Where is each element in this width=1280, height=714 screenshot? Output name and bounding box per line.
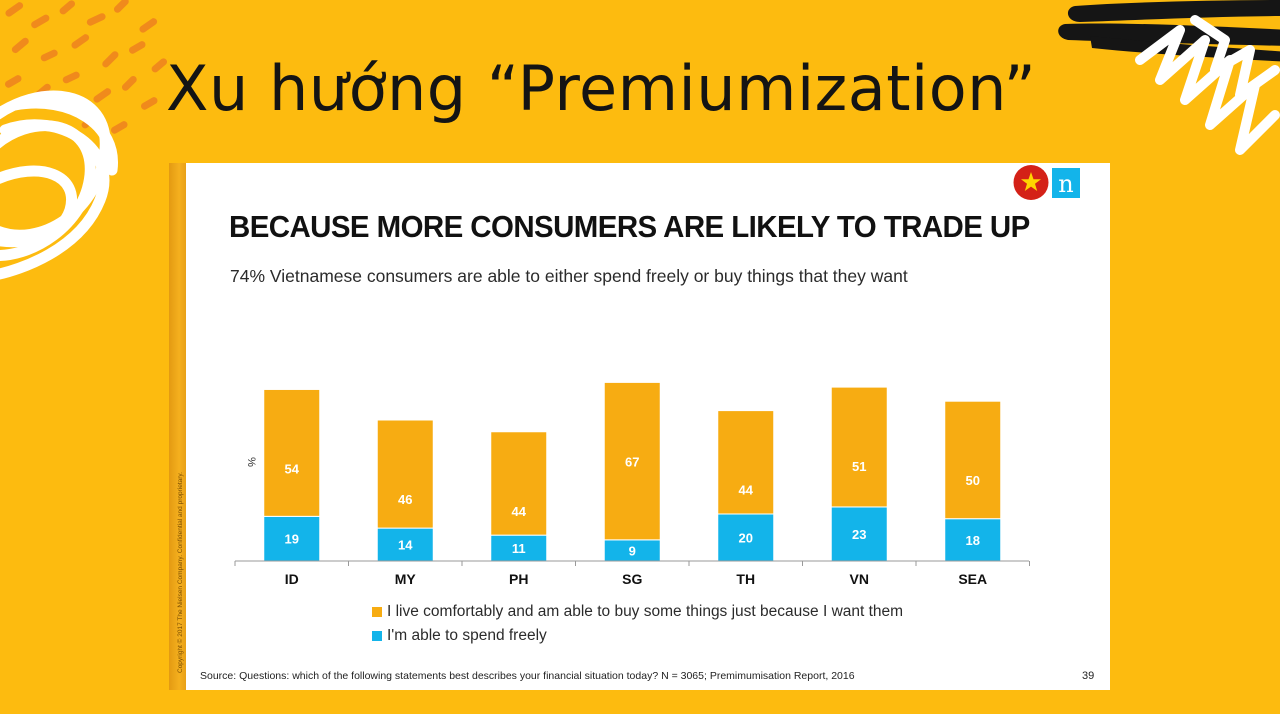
bar-value-label-sea-0: 18 bbox=[966, 533, 980, 548]
source-note: Source: Questions: which of the followin… bbox=[200, 670, 855, 682]
bar-vn-series-1 bbox=[830, 386, 888, 508]
legend-label-comfortable: I live comfortably and am able to buy so… bbox=[387, 603, 904, 620]
black-brush-strokes bbox=[1058, 0, 1280, 62]
chart-subtitle: 74% Vietnamese consumers are able to eit… bbox=[230, 266, 908, 286]
page-number: 39 bbox=[1082, 670, 1095, 682]
bar-value-label-my-1: 46 bbox=[398, 492, 412, 507]
bar-value-label-id-1: 54 bbox=[285, 461, 300, 476]
x-tick-label-my: MY bbox=[395, 571, 417, 587]
x-tick-label-sg: SG bbox=[622, 571, 642, 587]
bar-sea-series-1 bbox=[944, 400, 1002, 520]
bar-chart: 19 54 14 46 11 44 9 67 20 44 23 51 18 50 ID MY PH SG TH VN… bbox=[234, 381, 1030, 587]
bar-ph-series-0 bbox=[490, 534, 548, 562]
bar-id-series-1 bbox=[263, 388, 321, 517]
bar-value-label-sg-0: 9 bbox=[629, 543, 636, 558]
nielsen-logo-letter: n bbox=[1058, 170, 1073, 198]
bar-value-label-th-1: 44 bbox=[739, 483, 754, 498]
chart-panel: Copyright © 2017 The Nielsen Company. Co… bbox=[169, 163, 1110, 690]
panel-side-strip bbox=[169, 163, 186, 690]
bar-ph-series-1 bbox=[490, 431, 548, 536]
bar-value-label-id-0: 19 bbox=[285, 532, 299, 547]
orange-dash-pattern bbox=[4, 0, 168, 134]
bar-value-label-ph-1: 44 bbox=[512, 504, 527, 519]
white-scribble bbox=[0, 90, 118, 280]
y-axis-label: % bbox=[245, 457, 257, 467]
x-tick-label-th: TH bbox=[736, 571, 755, 587]
bar-sg-series-1 bbox=[603, 381, 661, 541]
bar-value-label-vn-0: 23 bbox=[852, 527, 866, 542]
axis-ticks-layer: ID MY PH SG TH VN SEA bbox=[234, 561, 1030, 587]
star-icon bbox=[1021, 172, 1041, 191]
legend: I live comfortably and am able to buy so… bbox=[372, 600, 903, 648]
legend-swatch-comfortable bbox=[372, 607, 382, 617]
legend-label-spend-freely: I'm able to spend freely bbox=[387, 627, 547, 644]
logo: n bbox=[1013, 165, 1080, 200]
bar-value-label-th-0: 20 bbox=[739, 531, 753, 546]
bar-th-series-1 bbox=[717, 410, 775, 515]
bar-id-series-0 bbox=[263, 515, 321, 562]
bar-value-label-sea-1: 50 bbox=[966, 473, 980, 488]
bar-my-series-1 bbox=[376, 419, 434, 529]
legend-swatch-spend-freely bbox=[372, 631, 382, 641]
x-tick-label-sea: SEA bbox=[958, 571, 987, 587]
bars-layer: 19 54 14 46 11 44 9 67 20 44 23 51 18 50 bbox=[263, 381, 1002, 562]
x-tick-label-vn: VN bbox=[850, 571, 869, 587]
bar-my-series-0 bbox=[376, 527, 434, 562]
white-brush-strokes bbox=[1135, 15, 1280, 155]
nielsen-logo-icon bbox=[1052, 168, 1080, 198]
x-tick-label-id: ID bbox=[285, 571, 299, 587]
chart-title: BECAUSE MORE CONSUMERS ARE LIKELY TO TRA… bbox=[229, 209, 1030, 244]
legend-item-comfortable: I live comfortably and am able to buy so… bbox=[372, 600, 903, 624]
bar-th-series-0 bbox=[717, 513, 775, 562]
bar-value-label-ph-0: 11 bbox=[512, 541, 526, 556]
bar-value-label-sg-1: 67 bbox=[625, 454, 639, 469]
bar-vn-series-0 bbox=[830, 506, 888, 562]
legend-item-spend-freely: I'm able to spend freely bbox=[372, 624, 903, 648]
bar-sea-series-0 bbox=[944, 518, 1002, 562]
bar-value-label-my-0: 14 bbox=[398, 538, 413, 553]
bar-value-label-vn-1: 51 bbox=[852, 459, 866, 474]
x-tick-label-ph: PH bbox=[509, 571, 528, 587]
slide-title: Xu hướng “Premiumization” bbox=[166, 52, 1037, 125]
